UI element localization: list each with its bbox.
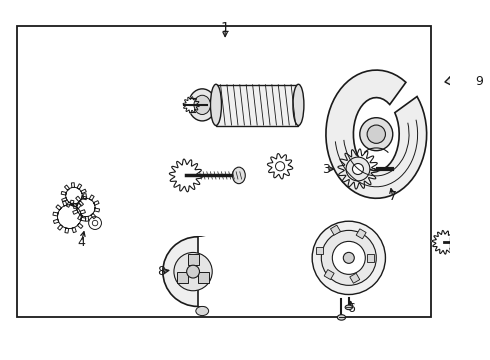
Circle shape xyxy=(352,163,364,175)
Ellipse shape xyxy=(450,219,464,265)
Text: 2: 2 xyxy=(194,98,201,111)
Circle shape xyxy=(321,230,376,285)
Polygon shape xyxy=(338,149,378,189)
Circle shape xyxy=(312,221,386,294)
Ellipse shape xyxy=(345,305,352,310)
Polygon shape xyxy=(183,97,199,113)
Text: 6: 6 xyxy=(347,302,355,315)
Bar xyxy=(216,85,298,126)
Polygon shape xyxy=(432,230,456,254)
Circle shape xyxy=(275,162,285,171)
Bar xyxy=(198,272,209,283)
Bar xyxy=(17,26,431,318)
Bar xyxy=(330,225,341,235)
Bar xyxy=(177,272,188,283)
Polygon shape xyxy=(451,85,468,98)
Bar xyxy=(350,273,360,283)
Ellipse shape xyxy=(232,167,245,184)
Text: 8: 8 xyxy=(157,265,165,278)
Bar xyxy=(457,219,490,265)
Ellipse shape xyxy=(293,84,304,126)
Text: 9: 9 xyxy=(475,75,483,87)
Text: 3: 3 xyxy=(322,162,330,176)
Circle shape xyxy=(346,157,370,181)
Ellipse shape xyxy=(194,95,211,114)
Bar xyxy=(356,229,366,239)
Polygon shape xyxy=(72,194,99,221)
Bar xyxy=(197,237,237,306)
Circle shape xyxy=(187,265,199,278)
Circle shape xyxy=(174,252,212,291)
Text: 7: 7 xyxy=(389,190,397,203)
Polygon shape xyxy=(445,73,466,86)
Bar xyxy=(316,247,323,254)
Ellipse shape xyxy=(211,84,221,126)
Bar xyxy=(324,270,334,280)
Polygon shape xyxy=(170,159,202,192)
Circle shape xyxy=(163,237,232,306)
Polygon shape xyxy=(268,154,293,179)
Circle shape xyxy=(343,252,354,264)
Polygon shape xyxy=(53,200,86,233)
Polygon shape xyxy=(61,183,87,208)
Polygon shape xyxy=(326,70,427,198)
Circle shape xyxy=(367,125,386,143)
Bar xyxy=(188,254,198,265)
Ellipse shape xyxy=(196,306,209,316)
Ellipse shape xyxy=(337,315,345,320)
Circle shape xyxy=(360,118,393,151)
Text: 1: 1 xyxy=(220,21,230,35)
Text: 4: 4 xyxy=(77,236,85,249)
Circle shape xyxy=(332,241,365,274)
Ellipse shape xyxy=(189,89,216,121)
Bar xyxy=(367,254,374,261)
